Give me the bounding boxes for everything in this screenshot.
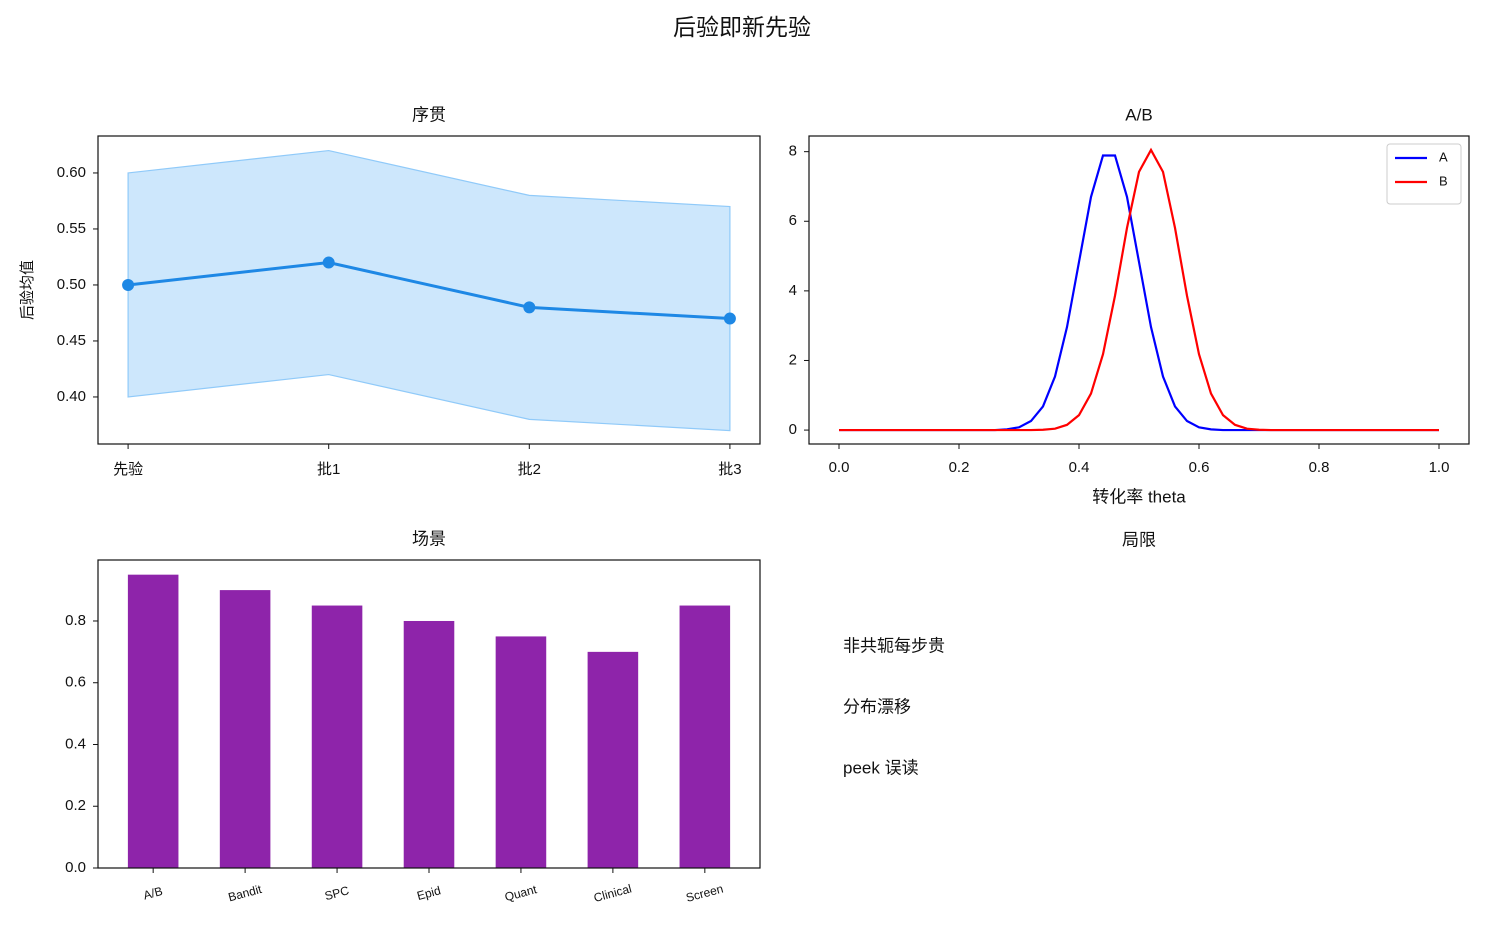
y-tick-label: 0 bbox=[789, 421, 797, 438]
y-tick-label: 8 bbox=[789, 143, 797, 160]
x-tick-label: 0.2 bbox=[949, 459, 970, 476]
x-tick-label: 先验 bbox=[113, 461, 143, 478]
chart-title: 场景 bbox=[412, 529, 446, 548]
legend-box bbox=[1386, 143, 1462, 205]
x-tick-label: Quant bbox=[503, 882, 539, 904]
y-tick-label: 0.6 bbox=[65, 674, 86, 691]
note: 非共轭每步贵 bbox=[843, 636, 945, 655]
y-tick-label: 0.50 bbox=[57, 276, 86, 293]
x-tick-label: Epid bbox=[415, 883, 442, 903]
x-tick-label: 批1 bbox=[317, 461, 340, 478]
line bbox=[127, 261, 730, 321]
y-tick-label: 0.55 bbox=[57, 220, 86, 237]
figure-title: 后验即新先验 bbox=[673, 14, 811, 40]
axes-frame bbox=[97, 559, 761, 869]
note: peek 误读 bbox=[843, 758, 919, 777]
bar bbox=[219, 590, 271, 868]
band bbox=[127, 149, 731, 432]
y-tick-label: 4 bbox=[789, 282, 797, 299]
y-tick-label: 0.2 bbox=[65, 797, 86, 814]
x-tick-label: 批2 bbox=[518, 461, 541, 478]
y-tick-label: 0.4 bbox=[65, 735, 86, 752]
bar bbox=[403, 620, 455, 868]
x-tick-label: A/B bbox=[142, 884, 164, 903]
note: 分布漂移 bbox=[843, 697, 911, 716]
x-tick-label: 批3 bbox=[718, 461, 741, 478]
y-tick-label: 0.45 bbox=[57, 332, 86, 349]
chart-title: 序贯 bbox=[412, 105, 446, 124]
bar bbox=[495, 636, 547, 868]
x-tick-label: 0.0 bbox=[829, 459, 850, 476]
point bbox=[723, 312, 736, 325]
x-tick-label: Screen bbox=[684, 882, 724, 905]
y-tick-label: 0.60 bbox=[57, 164, 86, 181]
y-tick-label: 0.40 bbox=[57, 388, 86, 405]
line bbox=[839, 147, 1439, 432]
x-tick-label: Bandit bbox=[227, 882, 264, 905]
y-tick-label: 6 bbox=[789, 212, 797, 229]
x-tick-label: Clinical bbox=[592, 881, 633, 905]
axes-frame bbox=[808, 135, 1470, 445]
x-tick-label: 1.0 bbox=[1429, 459, 1450, 476]
y-axis-label: 后验均值 bbox=[19, 260, 36, 320]
x-tick-label: 0.4 bbox=[1069, 459, 1090, 476]
panel-title: 局限 bbox=[1122, 530, 1156, 549]
bar bbox=[587, 651, 639, 868]
legend-label: B bbox=[1439, 173, 1448, 188]
y-tick-label: 0.8 bbox=[65, 612, 86, 629]
y-tick-label: 0.0 bbox=[65, 859, 86, 876]
x-tick-label: 0.8 bbox=[1309, 459, 1330, 476]
chart-title: A/B bbox=[1125, 105, 1152, 124]
y-tick-label: 2 bbox=[789, 351, 797, 368]
bar bbox=[311, 605, 363, 868]
x-axis-label: 转化率 theta bbox=[1092, 487, 1186, 506]
axes-frame bbox=[97, 135, 761, 445]
point bbox=[322, 256, 335, 269]
x-tick-label: SPC bbox=[323, 883, 351, 903]
legend-label: A bbox=[1439, 149, 1448, 164]
x-tick-label: 0.6 bbox=[1189, 459, 1210, 476]
point bbox=[523, 301, 536, 314]
bar bbox=[679, 605, 731, 868]
bar bbox=[127, 574, 179, 868]
point bbox=[122, 278, 135, 291]
line bbox=[839, 154, 1439, 432]
